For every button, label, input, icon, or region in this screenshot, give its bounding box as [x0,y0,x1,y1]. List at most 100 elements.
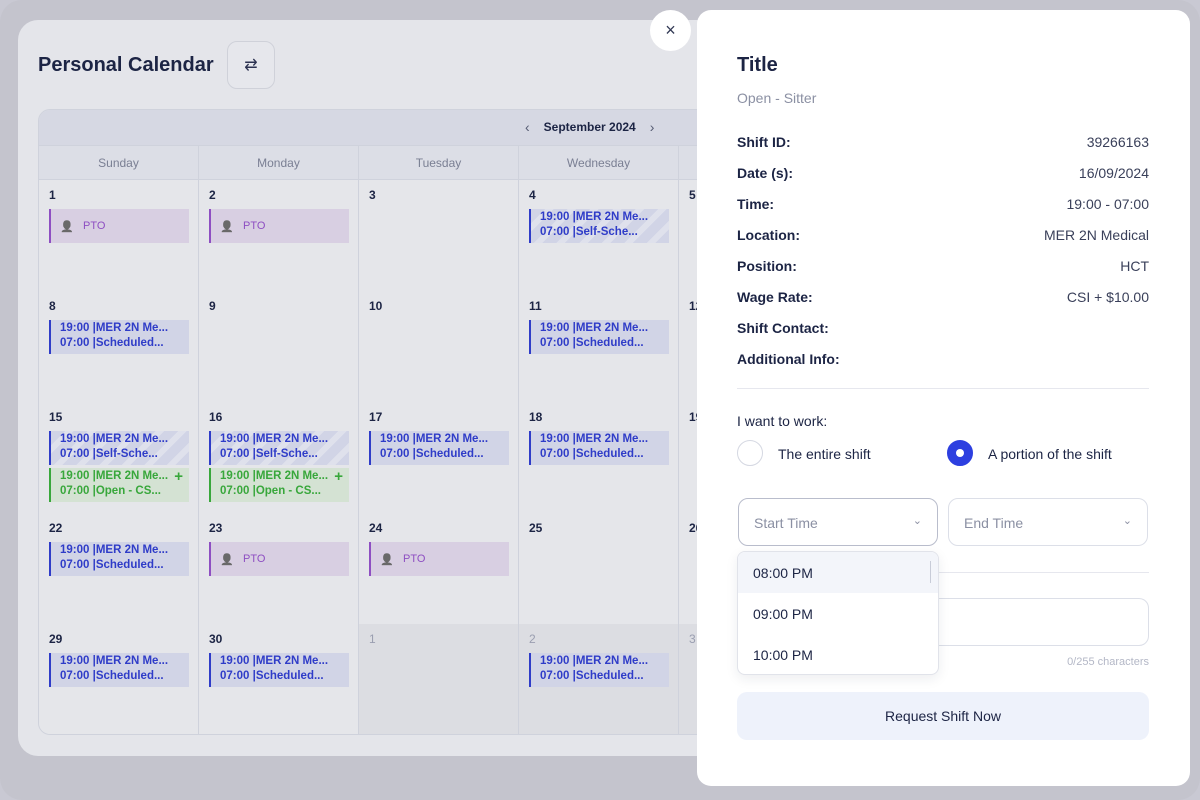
swap-view-button[interactable]: ⇄ [227,41,275,89]
day-number: 8 [49,299,56,313]
radio-entire-shift[interactable] [737,440,763,466]
next-month-icon[interactable]: › [649,119,655,135]
day-number: 24 [369,521,383,535]
radio-entire-shift-label[interactable]: The entire shift [778,446,871,462]
event-line: 19:00 |MER 2N Me... [220,433,329,445]
shift-event[interactable]: 19:00 |MER 2N Me... 07:00 |Scheduled... [209,653,349,687]
time-option-label: 08:00 PM [753,565,813,581]
calendar-day-cell[interactable]: 15 19:00 |MER 2N Me... 07:00 |Self-Sche...… [39,402,199,513]
field-value: 16/09/2024 [1078,165,1149,181]
event-label: PTO [243,220,266,232]
event-line: 19:00 |MER 2N Me... [540,433,649,445]
field-label: Time: [737,196,775,212]
calendar-day-cell[interactable]: 2 19:00 |MER 2N Me... 07:00 |Scheduled... [519,624,679,734]
field-wage-rate: Wage Rate: CSI + $10.00 [737,289,1149,309]
pto-event[interactable]: 👤 PTO [209,209,349,243]
field-value: 19:00 - 07:00 [1066,196,1149,212]
prev-month-icon[interactable]: ‹ [525,119,530,135]
radio-portion-shift-label[interactable]: A portion of the shift [988,446,1112,462]
shift-event[interactable]: 19:00 |MER 2N Me... 07:00 |Scheduled... [529,431,669,465]
pto-event[interactable]: 👤 PTO [369,542,509,576]
event-line: 07:00 |Open - CS... [220,485,321,497]
calendar-day-cell[interactable]: 1 [359,624,519,734]
time-option[interactable]: 08:00 PM [738,552,938,593]
calendar-day-cell[interactable]: 25 [519,513,679,624]
panel-subtitle: Open - Sitter [737,90,817,106]
day-number: 11 [529,299,542,313]
day-number: 29 [49,632,63,646]
person-icon: 👤 [220,221,234,233]
calendar-day-cell[interactable]: 18 19:00 |MER 2N Me... 07:00 |Scheduled... [519,402,679,513]
calendar-day-cell[interactable]: 2 👤 PTO [199,180,359,291]
start-time-select[interactable]: Start Time ⌄ [738,498,938,546]
day-number: 16 [209,410,223,424]
calendar-day-cell[interactable]: 16 19:00 |MER 2N Me... 07:00 |Self-Sche...… [199,402,359,513]
calendar-day-cell[interactable]: 8 19:00 |MER 2N Me... 07:00 |Scheduled... [39,291,199,402]
shift-event[interactable]: 19:00 |MER 2N Me... 07:00 |Self-Sche... [529,209,669,243]
event-line: 07:00 |Self-Sche... [220,448,318,460]
event-line: 19:00 |MER 2N Me... [60,433,169,445]
calendar-day-cell[interactable]: 22 19:00 |MER 2N Me... 07:00 |Scheduled... [39,513,199,624]
event-line: 19:00 |MER 2N Me... [60,544,169,556]
event-line: 07:00 |Scheduled... [540,337,644,349]
start-time-placeholder: Start Time [754,515,818,531]
end-time-placeholder: End Time [964,515,1024,531]
day-number: 15 [49,410,63,424]
shift-event[interactable]: 19:00 |MER 2N Me... 07:00 |Self-Sche... [209,431,349,465]
close-panel-button[interactable]: × [650,10,691,51]
field-label: Date (s): [737,165,794,181]
event-line: 07:00 |Self-Sche... [60,448,158,460]
field-value: MER 2N Medical [1043,227,1149,243]
time-option[interactable]: 10:00 PM [738,634,938,674]
calendar-day-cell[interactable]: 24 👤 PTO [359,513,519,624]
event-line: 07:00 |Scheduled... [220,670,324,682]
event-label: PTO [83,220,106,232]
radio-portion-shift[interactable] [947,440,973,466]
scrollbar[interactable] [930,561,931,583]
calendar-day-cell[interactable]: 30 19:00 |MER 2N Me... 07:00 |Scheduled... [199,624,359,734]
open-shift-event[interactable]: 19:00 |MER 2N Me... 07:00 |Open - CS... + [49,468,189,502]
month-label: September 2024 [543,120,636,134]
field-label: Wage Rate: [737,289,813,305]
divider [737,388,1149,389]
field-value: 39266163 [1086,134,1149,150]
shift-event[interactable]: 19:00 |MER 2N Me... 07:00 |Scheduled... [49,320,189,354]
end-time-select[interactable]: End Time ⌄ [948,498,1148,546]
open-shift-event[interactable]: 19:00 |MER 2N Me... 07:00 |Open - CS... + [209,468,349,502]
time-option[interactable]: 09:00 PM [738,593,938,634]
calendar-day-cell[interactable]: 17 19:00 |MER 2N Me... 07:00 |Scheduled... [359,402,519,513]
calendar-day-cell[interactable]: 9 [199,291,359,402]
field-label: Location: [737,227,800,243]
field-additional-info: Additional Info: [737,351,1149,371]
event-line: 07:00 |Scheduled... [540,448,644,460]
pto-event[interactable]: 👤 PTO [209,542,349,576]
calendar-day-cell[interactable]: 4 19:00 |MER 2N Me... 07:00 |Self-Sche... [519,180,679,291]
pto-event[interactable]: 👤 PTO [49,209,189,243]
add-icon[interactable]: + [334,468,343,485]
shift-event[interactable]: 19:00 |MER 2N Me... 07:00 |Scheduled... [529,653,669,687]
event-line: 19:00 |MER 2N Me... [380,433,489,445]
calendar-day-cell[interactable]: 3 [359,180,519,291]
add-icon[interactable]: + [174,468,183,485]
divider [737,572,1149,573]
day-number: 3 [369,188,376,202]
day-number: 9 [209,299,216,313]
start-time-dropdown: 08:00 PM 09:00 PM 10:00 PM [737,551,939,675]
day-number: 2 [529,632,536,646]
shift-event[interactable]: 19:00 |MER 2N Me... 07:00 |Scheduled... [49,653,189,687]
shift-event[interactable]: 19:00 |MER 2N Me... 07:00 |Self-Sche... [49,431,189,465]
field-time: Time: 19:00 - 07:00 [737,196,1149,216]
shift-event[interactable]: 19:00 |MER 2N Me... 07:00 |Scheduled... [369,431,509,465]
calendar-day-cell[interactable]: 29 19:00 |MER 2N Me... 07:00 |Scheduled... [39,624,199,734]
shift-event[interactable]: 19:00 |MER 2N Me... 07:00 |Scheduled... [529,320,669,354]
field-label: Shift Contact: [737,320,829,336]
calendar-day-cell[interactable]: 1 👤 PTO [39,180,199,291]
calendar-day-cell[interactable]: 23 👤 PTO [199,513,359,624]
day-number: 18 [529,410,543,424]
shift-event[interactable]: 19:00 |MER 2N Me... 07:00 |Scheduled... [49,542,189,576]
request-shift-button[interactable]: Request Shift Now [737,692,1149,740]
calendar-day-cell[interactable]: 10 [359,291,519,402]
month-navigation: ‹ September 2024 › [525,119,654,135]
calendar-day-cell[interactable]: 11 19:00 |MER 2N Me... 07:00 |Scheduled... [519,291,679,402]
person-icon: 👤 [220,554,234,566]
